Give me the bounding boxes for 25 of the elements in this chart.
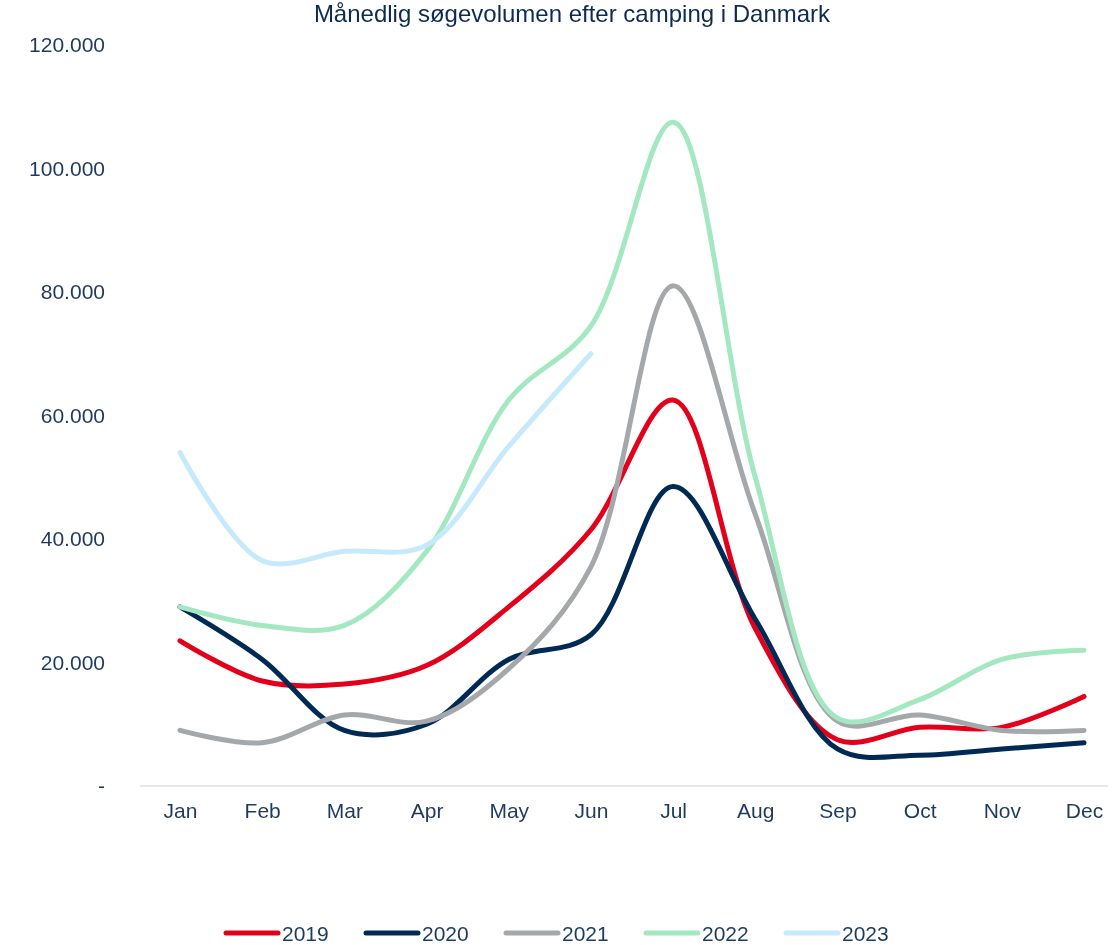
chart-title: Månedlig søgevolumen efter camping i Danmark xyxy=(313,0,832,27)
legend-label: 2023 xyxy=(842,922,889,945)
legend-label: 2021 xyxy=(562,922,609,945)
x-tick-label: Jun xyxy=(574,799,609,823)
legend-label: 2022 xyxy=(702,922,749,945)
x-tick-label: Feb xyxy=(244,799,281,823)
x-tick-label: Jan xyxy=(163,799,198,823)
y-tick-label: - xyxy=(98,774,105,798)
legend-label: 2019 xyxy=(282,922,329,945)
x-tick-label: Apr xyxy=(410,799,444,823)
x-tick-label: May xyxy=(489,799,530,823)
legend-label: 2020 xyxy=(422,922,469,945)
x-tick-label: Nov xyxy=(983,799,1022,823)
y-tick-label: 80.000 xyxy=(40,280,105,304)
x-tick-label: Oct xyxy=(903,799,937,823)
x-tick-label: Mar xyxy=(326,799,363,823)
y-tick-label: 120.000 xyxy=(29,33,105,57)
y-tick-label: 20.000 xyxy=(40,650,105,674)
x-tick-label: Aug xyxy=(737,799,775,823)
y-tick-label: 100.000 xyxy=(29,156,105,180)
y-tick-label: 40.000 xyxy=(40,527,105,551)
x-tick-label: Jul xyxy=(660,799,688,823)
x-tick-label: Sep xyxy=(819,799,857,823)
y-tick-label: 60.000 xyxy=(40,403,105,427)
x-tick-label: Dec xyxy=(1065,799,1104,823)
